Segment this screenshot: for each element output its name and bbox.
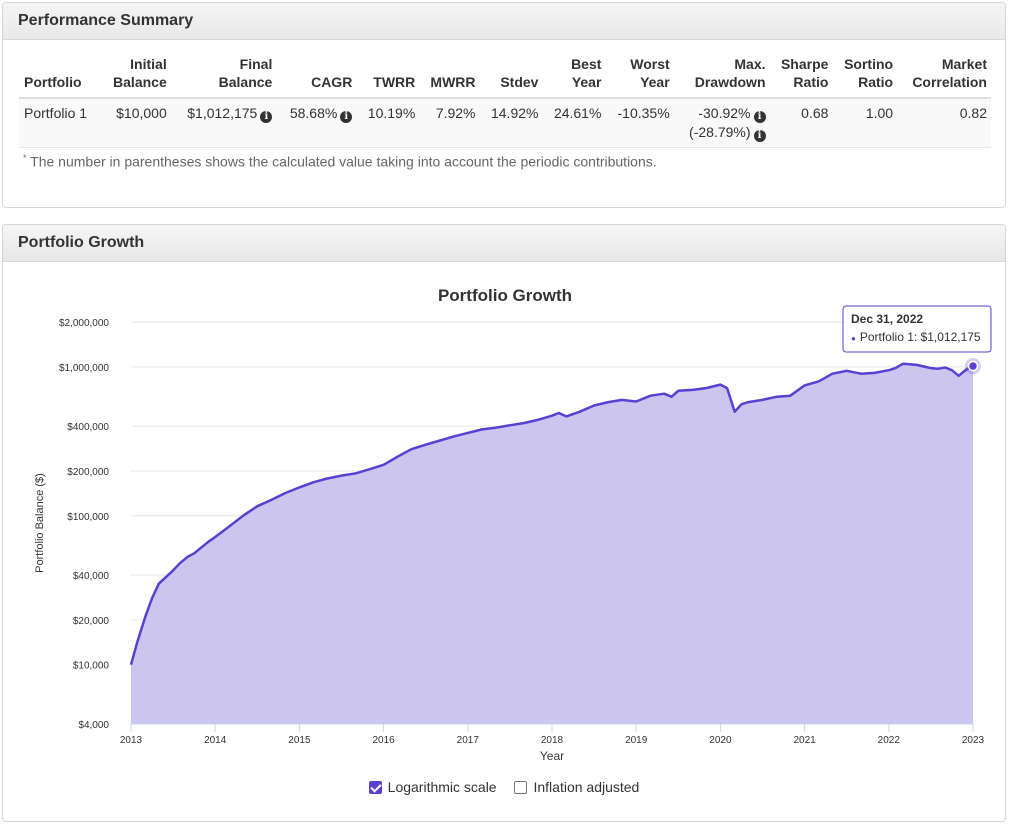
y-tick-label: $20,000 xyxy=(73,616,110,627)
tooltip-date: Dec 31, 2022 xyxy=(851,312,923,326)
tooltip-bullet: ● xyxy=(851,334,856,343)
x-tick-label: 2019 xyxy=(625,735,648,746)
log-scale-toggle[interactable]: Logarithmic scale xyxy=(368,779,497,795)
y-tick-label: $10,000 xyxy=(73,661,110,672)
x-tick-label: 2017 xyxy=(457,735,480,746)
tooltip-series-text: Portfolio 1: $1,012,175 xyxy=(860,330,981,344)
col-mwrr[interactable]: MWRR xyxy=(419,55,480,99)
inflation-adjusted-checkbox[interactable] xyxy=(514,780,528,794)
cell-final-balance: $1,012,175 i xyxy=(170,98,277,148)
x-tick-label: 2023 xyxy=(962,735,985,746)
info-icon[interactable]: i xyxy=(753,130,766,142)
footnote: * The number in parentheses shows the ca… xyxy=(23,153,657,170)
y-tick-label: $100,000 xyxy=(67,512,109,523)
series-line-portfolio-1[interactable] xyxy=(129,362,974,666)
inflation-adjusted-label: Inflation adjusted xyxy=(533,779,640,795)
footnote-mark: * xyxy=(23,153,27,163)
cell-twrr: 10.19% xyxy=(356,98,420,148)
cell-stdev: 14.92% xyxy=(479,98,543,148)
chart-title: Portfolio Growth xyxy=(438,286,572,305)
performance-summary-heading: Performance Summary xyxy=(3,3,1005,40)
info-icon[interactable]: i xyxy=(260,111,273,123)
cell-market-correlation: 0.82 xyxy=(897,98,991,148)
x-tick-label: 2014 xyxy=(204,735,227,746)
max-drawdown-contrib-value: (-28.79%) xyxy=(689,124,751,140)
x-tick-label: 2016 xyxy=(372,735,395,746)
table-header-row: Portfolio Initial Balance Final Balance … xyxy=(19,55,991,99)
table-row: Portfolio 1 $10,000 $1,012,175 i 58.68% i … xyxy=(19,98,991,148)
cell-worst-year: -10.35% xyxy=(605,98,674,148)
y-tick-label: $1,000,000 xyxy=(59,363,109,374)
cell-sharpe-ratio: 0.68 xyxy=(769,98,833,148)
cell-best-year: 24.61% xyxy=(542,98,606,148)
footnote-text: The number in parentheses shows the calc… xyxy=(30,153,657,170)
x-tick-label: 2013 xyxy=(120,735,143,746)
cagr-value: 58.68% xyxy=(289,105,338,121)
y-tick-label: $400,000 xyxy=(67,422,109,433)
cell-sortino-ratio: 1.00 xyxy=(832,98,898,148)
y-tick-label: $4,000 xyxy=(78,720,109,731)
inflation-adjusted-toggle[interactable]: Inflation adjusted xyxy=(514,779,639,795)
portfolio-growth-panel: Portfolio Growth Portfolio Growth $4,000… xyxy=(2,224,1006,822)
x-tick-label: 2018 xyxy=(541,735,564,746)
portfolio-growth-heading: Portfolio Growth xyxy=(3,225,1005,262)
tooltip-box xyxy=(842,305,992,353)
info-icon[interactable]: i xyxy=(753,111,766,123)
performance-summary-table: Portfolio Initial Balance Final Balance … xyxy=(19,55,991,148)
area-layer xyxy=(129,358,981,724)
col-market-correlation[interactable]: Market Correlation xyxy=(897,55,991,99)
x-tick-label: 2015 xyxy=(288,735,311,746)
log-scale-checkbox[interactable] xyxy=(368,780,382,794)
x-tick-label: 2021 xyxy=(793,735,816,746)
log-scale-label: Logarithmic scale xyxy=(387,779,497,795)
x-tick-label: 2022 xyxy=(878,735,901,746)
y-axis-label: Portfolio Balance ($) xyxy=(34,473,46,573)
cell-max-drawdown: -30.92% i (-28.79%) i xyxy=(673,98,770,148)
info-icon[interactable]: i xyxy=(340,111,353,123)
chart-controls: Logarithmic scale Inflation adjusted xyxy=(3,779,1005,797)
col-final-balance[interactable]: Final Balance xyxy=(170,55,277,99)
col-cagr[interactable]: CAGR xyxy=(276,55,357,99)
tooltip-series: ● Portfolio 1: $1,012,175 xyxy=(851,330,981,344)
cell-mwrr: 7.92% xyxy=(419,98,480,148)
axes: $4,000 $10,000 $20,000 $40,000 $100,000 $200,… xyxy=(59,318,985,746)
data-point-hover[interactable] xyxy=(967,360,979,372)
col-worst-year[interactable]: Worst Year xyxy=(605,55,674,99)
cell-initial-balance: $10,000 xyxy=(100,98,171,148)
cell-cagr: 58.68% i xyxy=(276,98,357,148)
col-twrr[interactable]: TWRR xyxy=(356,55,420,99)
cell-portfolio: Portfolio 1 xyxy=(19,98,101,148)
x-axis-label: Year xyxy=(540,749,564,763)
col-sortino-ratio[interactable]: Sortino Ratio xyxy=(832,55,898,99)
col-sharpe-ratio[interactable]: Sharpe Ratio xyxy=(769,55,833,99)
col-stdev[interactable]: Stdev xyxy=(479,55,543,99)
y-tick-label: $2,000,000 xyxy=(59,318,109,329)
x-tick-label: 2020 xyxy=(709,735,732,746)
col-best-year[interactable]: Best Year xyxy=(542,55,606,99)
final-balance-value: $1,012,175 xyxy=(187,105,258,121)
chart-tooltip: Dec 31, 2022 ● Portfolio 1: $1,012,175 xyxy=(842,305,992,353)
max-drawdown-value: -30.92% xyxy=(698,105,751,121)
y-tick-label: $40,000 xyxy=(73,571,110,582)
portfolio-growth-chart[interactable]: Portfolio Growth $4,000 $10,000 $20,000 $40… xyxy=(3,261,1005,777)
col-max-drawdown[interactable]: Max. Drawdown xyxy=(673,55,770,99)
performance-summary-panel: Performance Summary Portfolio Initial Ba… xyxy=(2,2,1006,208)
y-tick-label: $200,000 xyxy=(67,467,109,478)
series-area-portfolio-1 xyxy=(131,363,973,724)
col-initial-balance[interactable]: Initial Balance xyxy=(100,55,171,99)
col-portfolio[interactable]: Portfolio xyxy=(19,55,101,99)
